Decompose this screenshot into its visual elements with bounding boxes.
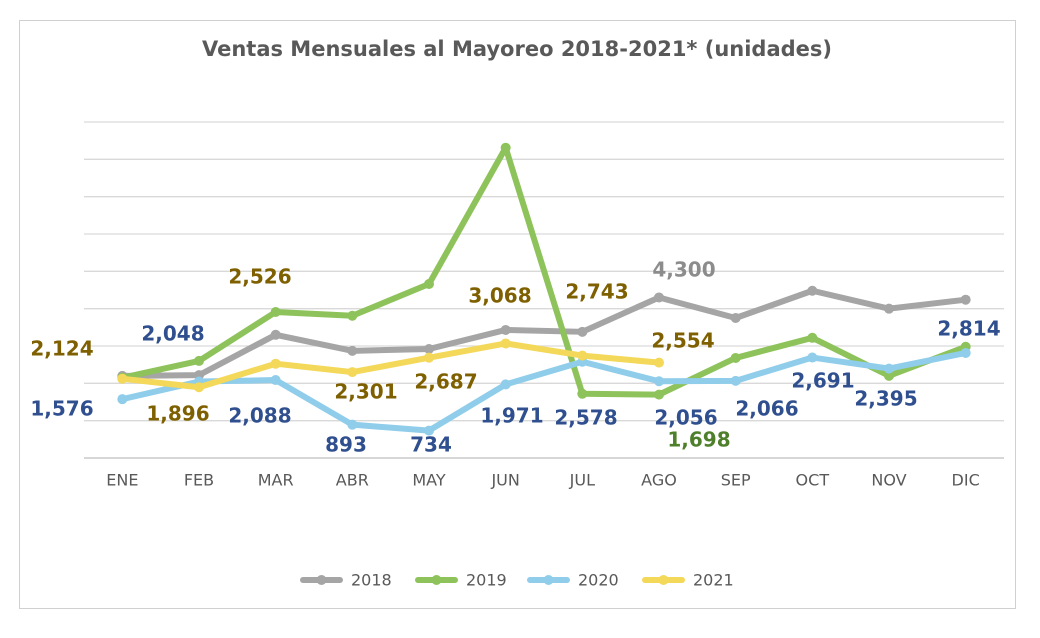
- series-line: [119, 144, 969, 398]
- legend-marker: [316, 575, 327, 585]
- point: [807, 285, 818, 296]
- point: [500, 338, 511, 349]
- legend-label: 2020: [578, 571, 619, 590]
- point: [194, 382, 204, 393]
- point: [577, 388, 588, 399]
- point: [730, 313, 741, 323]
- legend-label: 2019: [466, 571, 507, 590]
- data-label: 2,088: [228, 404, 291, 428]
- legend-label: 2018: [351, 571, 392, 590]
- point: [500, 324, 511, 335]
- data-label: 1,971: [480, 404, 543, 428]
- point: [730, 352, 741, 363]
- legend-marker: [431, 575, 442, 585]
- legend-marker: [543, 575, 554, 585]
- data-label: 2,691: [791, 369, 854, 393]
- series-line: [119, 287, 969, 379]
- point: [117, 394, 128, 405]
- point: [500, 142, 511, 153]
- data-label: 734: [410, 433, 452, 457]
- data-label: 2,554: [651, 329, 714, 353]
- point: [960, 347, 971, 358]
- point: [347, 419, 358, 430]
- data-label: 2,395: [854, 387, 917, 411]
- point: [347, 310, 358, 321]
- point: [654, 376, 664, 387]
- data-label: 2,056: [654, 406, 717, 430]
- x-tick-label: AGO: [641, 471, 677, 490]
- legend-marker: [658, 575, 669, 585]
- data-label: 3,068: [468, 284, 531, 308]
- data-label: 2,526: [228, 265, 291, 289]
- data-label: 2,301: [334, 380, 397, 404]
- series-line: [119, 349, 969, 434]
- x-tick-label: SEP: [721, 471, 751, 490]
- x-tick-label: MAY: [412, 471, 446, 490]
- data-label: 2,066: [735, 397, 798, 421]
- x-tick-label: ENE: [106, 471, 138, 490]
- point: [884, 303, 894, 314]
- point: [807, 352, 818, 363]
- data-label: 1,896: [146, 402, 209, 426]
- data-label: 2,743: [565, 280, 628, 304]
- data-label: 1,576: [30, 397, 93, 421]
- legend-label: 2021: [693, 571, 734, 590]
- data-label: 893: [325, 433, 367, 457]
- point: [654, 389, 664, 400]
- point: [500, 379, 511, 390]
- point: [270, 329, 281, 340]
- point: [654, 292, 664, 303]
- point: [424, 279, 434, 290]
- series-line: [119, 340, 662, 391]
- x-tick-label: JUL: [569, 471, 595, 490]
- point: [884, 363, 894, 374]
- x-tick-label: JUN: [490, 471, 519, 490]
- data-label: 2,048: [141, 322, 204, 346]
- data-label: 1,698: [667, 428, 730, 452]
- point: [730, 375, 741, 386]
- point: [577, 326, 588, 337]
- point: [654, 357, 664, 368]
- point: [424, 425, 434, 436]
- data-label: 2,124: [30, 337, 93, 361]
- point: [424, 352, 434, 363]
- x-tick-label: DIC: [952, 471, 980, 490]
- point: [270, 358, 281, 369]
- data-label: 2,578: [554, 406, 617, 430]
- data-label: 2,687: [414, 370, 477, 394]
- x-tick-label: NOV: [871, 471, 906, 490]
- point: [960, 294, 971, 305]
- x-tick-label: FEB: [184, 471, 214, 490]
- point: [270, 307, 281, 318]
- chart-border: [19, 20, 1016, 609]
- point: [424, 343, 434, 354]
- point: [884, 370, 894, 381]
- point: [117, 373, 128, 384]
- point: [577, 350, 588, 361]
- point: [347, 345, 358, 356]
- x-tick-label: MAR: [258, 471, 294, 490]
- chart-title: Ventas Mensuales al Mayoreo 2018-2021* (…: [202, 37, 832, 61]
- x-tick-label: ABR: [336, 471, 369, 490]
- data-label: 2,814: [937, 317, 1000, 341]
- point: [347, 367, 358, 378]
- point: [270, 375, 281, 386]
- point: [807, 332, 818, 343]
- x-tick-label: OCT: [796, 471, 830, 490]
- data-label: 4,300: [652, 258, 715, 282]
- point: [194, 355, 204, 366]
